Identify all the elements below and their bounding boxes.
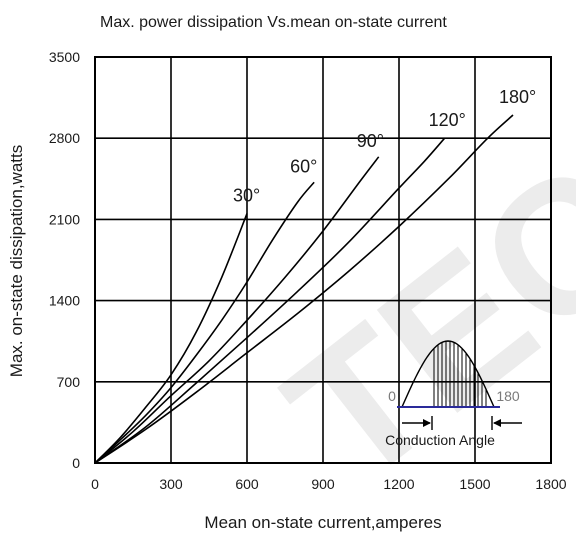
inset-half-sine	[401, 340, 495, 408]
curves: 30° 60° 90° 120° 180°	[94, 87, 536, 464]
series-line	[94, 181, 315, 464]
inset-left-arrowhead	[423, 419, 431, 427]
x-axis-ticks: 0 300 600 900 1200 1500 1800	[91, 476, 567, 492]
x-axis-label: Mean on-state current,amperes	[204, 513, 441, 532]
y-tick-label: 1400	[49, 293, 80, 309]
y-tick-label: 0	[72, 455, 80, 471]
x-tick-label: 1200	[383, 476, 414, 492]
y-tick-label: 2100	[49, 211, 80, 227]
y-tick-label: 2800	[49, 130, 80, 146]
series-label: 60°	[290, 156, 317, 176]
series-line	[94, 213, 248, 464]
series-label: 90°	[357, 131, 384, 151]
y-axis-ticks: 0 700 1400 2100 2800 3500	[49, 49, 80, 471]
chart-title: Max. power dissipation Vs.mean on-state …	[100, 14, 447, 31]
inset-end-label: 180	[496, 388, 520, 404]
grid	[95, 57, 551, 463]
series-label: 120°	[429, 110, 466, 130]
inset-caption: Conduction Angle	[385, 432, 495, 448]
x-tick-label: 1800	[535, 476, 566, 492]
x-tick-label: 300	[159, 476, 183, 492]
y-tick-label: 3500	[49, 49, 80, 65]
watermark: TEC	[251, 123, 576, 524]
conduction-angle-inset: 0 180 Conduction Angle	[385, 340, 522, 448]
inset-right-arrowhead	[493, 419, 501, 427]
y-tick-label: 700	[57, 374, 81, 390]
series-label: 30°	[233, 186, 260, 206]
x-tick-label: 600	[235, 476, 259, 492]
series-line	[94, 137, 446, 464]
x-tick-label: 0	[91, 476, 99, 492]
x-tick-label: 1500	[459, 476, 490, 492]
y-axis-label: Max. on-state dissipation,watts	[7, 145, 26, 377]
series-label: 180°	[499, 87, 536, 107]
series-line	[94, 156, 380, 464]
series-line	[94, 114, 514, 464]
plot-frame	[94, 56, 552, 464]
x-tick-label: 900	[311, 476, 335, 492]
inset-hatching	[433, 341, 487, 407]
inset-start-label: 0	[388, 388, 396, 404]
